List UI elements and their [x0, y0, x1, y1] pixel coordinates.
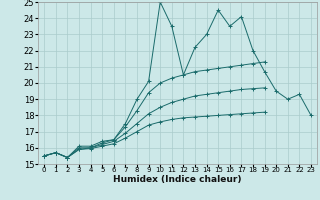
X-axis label: Humidex (Indice chaleur): Humidex (Indice chaleur) [113, 175, 242, 184]
